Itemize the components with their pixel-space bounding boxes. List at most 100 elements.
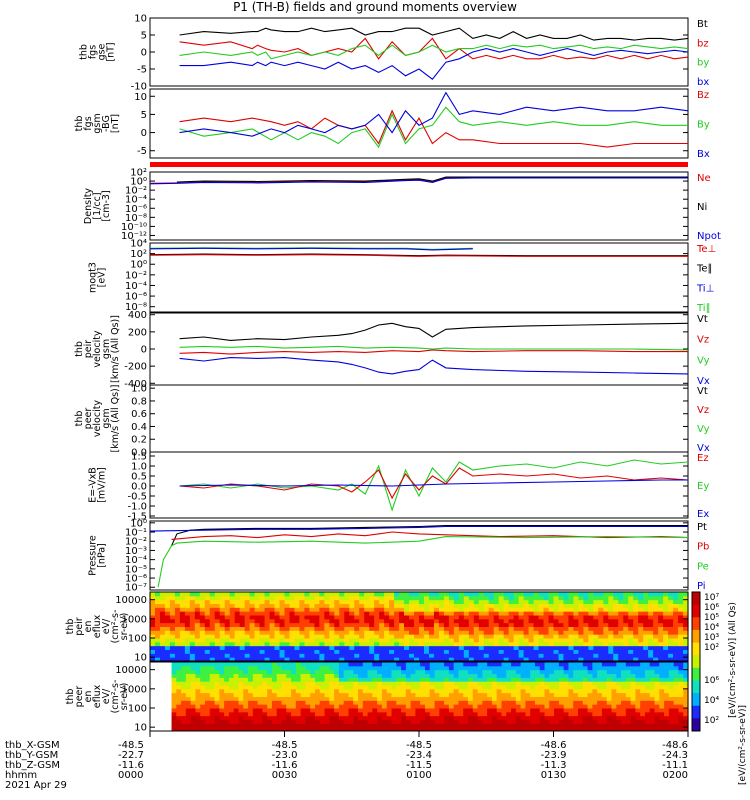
colorbar-tick: 10⁶ [704,603,719,613]
heatmap-cell [286,696,292,701]
heatmap-cell [279,657,286,662]
heatmap-cell [578,599,584,604]
heatmap-cell [314,615,320,620]
heatmap-cell [150,618,156,624]
heatmap-cell [259,615,266,620]
heatmap-cell [200,677,206,682]
heatmap-cell [364,615,370,620]
heatmap-cell [568,599,575,604]
heatmap-cell [668,638,674,643]
heatmap-cell [384,657,390,662]
heatmap-cell [362,723,369,728]
heatmap-cell [668,662,675,667]
heatmap-cell [329,626,335,631]
heatmap-cell [190,665,197,671]
heatmap-cell [343,685,350,690]
heatmap-cell [289,657,296,662]
heatmap-cell [314,711,321,717]
heatmap-cell [513,615,520,620]
heatmap-cell [224,599,231,604]
heatmap-cell [314,622,320,627]
heatmap-cell [304,618,311,624]
heatmap-cell [573,662,579,667]
heatmap-cell [343,700,350,705]
heatmap-cell [394,649,400,654]
heatmap-cell [224,727,230,732]
heatmap-cell [473,611,480,616]
heatmap-cell [349,595,355,601]
heatmap-cell [281,715,287,720]
heatmap-cell [338,681,345,686]
heatmap-cell [367,665,373,671]
heatmap-cell [563,673,570,678]
heatmap-cell [618,645,624,650]
heatmap-cell [354,611,360,616]
heatmap-cell [214,700,220,705]
heatmap-cell [286,715,292,720]
heatmap-cell [625,696,632,701]
heatmap-cell [174,618,181,624]
heatmap-cell [621,719,627,724]
heatmap-cell [229,599,236,604]
heatmap-cell [568,665,574,671]
heatmap-cell [174,634,181,639]
heatmap-cell [334,626,340,631]
heatmap-cell [349,630,355,635]
heatmap-cell [503,615,510,620]
heatmap-cell [501,669,507,674]
heatmap-cell [654,723,660,728]
heatmap-cell [281,692,287,697]
heatmap-cell [414,630,420,635]
heatmap-cell [369,599,375,604]
heatmap-cell [184,638,191,643]
heatmap-cell [243,696,249,701]
heatmap-cell [194,595,201,601]
heatmap-cell [664,696,670,701]
heatmap-cell [171,704,177,709]
heatmap-cell [300,727,307,732]
heatmap-cell [389,634,395,639]
heatmap-cell [248,704,254,709]
heatmap-cell [477,719,483,724]
heatmap-cell [305,673,311,678]
heatmap-cell [663,638,669,643]
heatmap-cell [304,645,311,650]
heatmap-cell [606,673,613,678]
heatmap-cell [329,645,335,650]
heatmap-cell [252,715,259,720]
heatmap-cell [608,653,614,658]
heatmap-cell [523,611,530,616]
heatmap-cell [229,603,236,608]
heatmap-cell [279,599,286,604]
heatmap-cell [659,688,665,694]
heatmap-cell [673,603,679,608]
heatmap-cell [334,704,340,709]
heatmap-cell [384,592,390,597]
heatmap-cell [472,696,479,701]
heatmap-cell [439,665,445,671]
heatmap-cell [563,641,570,647]
heatmap-cell [214,653,221,658]
heatmap-cell [409,641,415,647]
heatmap-cell [640,727,646,732]
heatmap-cell [663,626,669,631]
heatmap-cell [254,638,261,643]
heatmap-cell [174,645,181,650]
heatmap-cell [515,700,522,705]
heatmap-cell [329,681,335,686]
heatmap-cell [648,638,654,643]
heatmap-cell [309,622,315,627]
heatmap-cell [503,649,510,654]
heatmap-cell [503,626,510,631]
heatmap-cell [174,592,181,597]
heatmap-cell [573,681,579,686]
heatmap-cell [374,626,380,631]
heatmap-cell [503,622,510,627]
heatmap-cell [354,630,360,635]
heatmap-cell [496,681,503,686]
heatmap-cell [358,727,364,732]
y-tick-label: 10 [134,92,147,103]
heatmap-cell [374,645,380,650]
colorbar-segment [692,680,700,694]
heatmap-cell [339,592,345,597]
